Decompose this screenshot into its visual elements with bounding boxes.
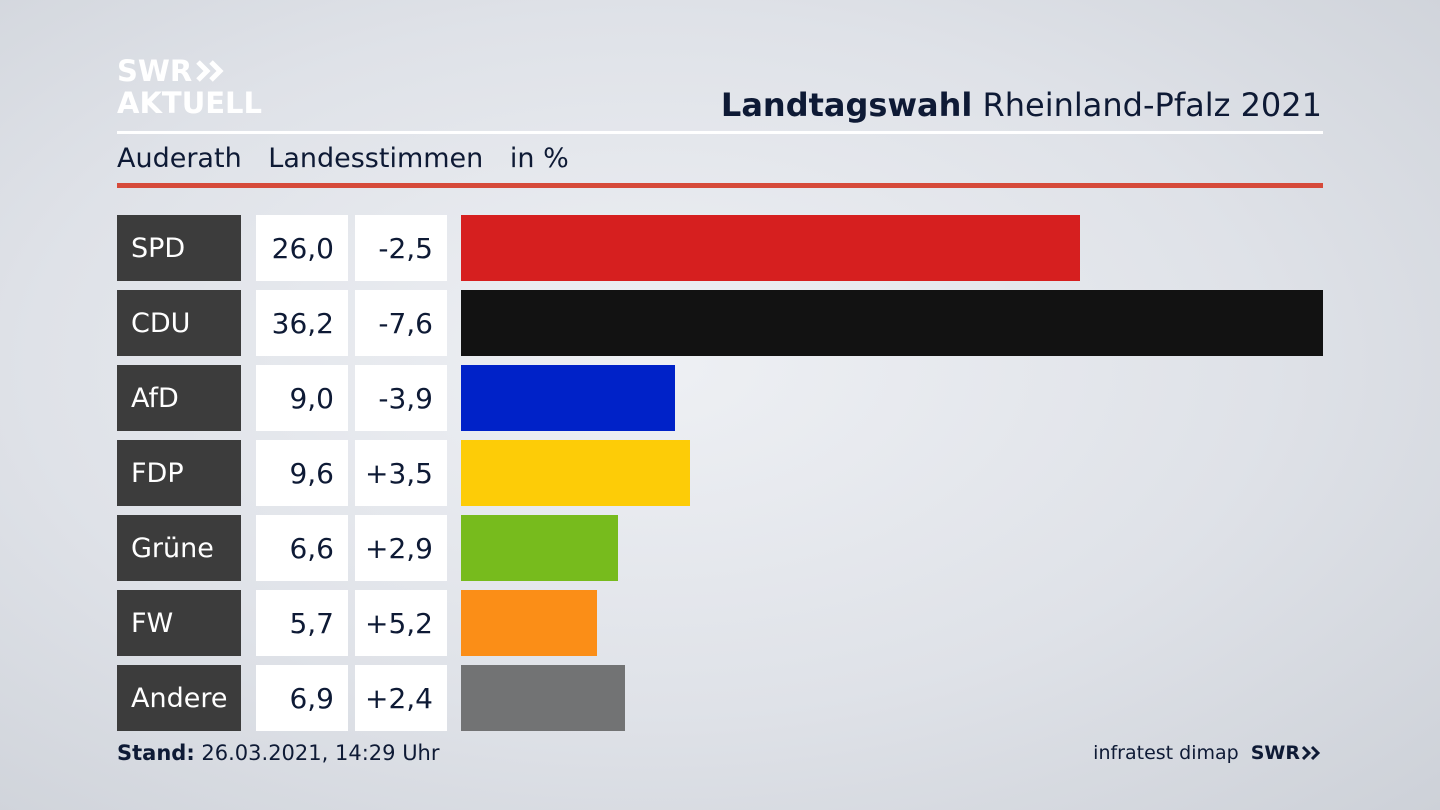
- source-credit: infratest dimap SWR: [1093, 742, 1322, 764]
- change-label: +2,4: [355, 665, 447, 731]
- change-label: -2,5: [355, 215, 447, 281]
- bar: [461, 215, 1080, 281]
- double-chevron-icon: [1302, 745, 1321, 761]
- logo-line2: AKTUELL: [117, 86, 263, 120]
- bar: [461, 365, 675, 431]
- vote-share-label: 26,0: [256, 215, 348, 281]
- stand-label: Stand:: [117, 741, 195, 765]
- swr-aktuell-logo: SWR AKTUELL: [117, 56, 262, 118]
- bar: [461, 515, 618, 581]
- bar: [461, 590, 597, 656]
- change-label: +5,2: [355, 590, 447, 656]
- party-label: Andere: [117, 665, 241, 731]
- change-label: -3,9: [355, 365, 447, 431]
- vote-type-label: Landesstimmen: [268, 143, 484, 174]
- bar: [461, 665, 625, 731]
- party-label: CDU: [117, 290, 241, 356]
- change-label: +2,9: [355, 515, 447, 581]
- double-chevron-icon: [196, 60, 224, 82]
- source-label: infratest dimap: [1093, 742, 1239, 764]
- vote-share-label: 6,6: [256, 515, 348, 581]
- party-label: AfD: [117, 365, 241, 431]
- change-label: +3,5: [355, 440, 447, 506]
- party-label: SPD: [117, 215, 241, 281]
- change-label: -7,6: [355, 290, 447, 356]
- location-label: Auderath: [117, 143, 242, 174]
- footer-brand-text: SWR: [1250, 742, 1300, 764]
- vote-share-label: 5,7: [256, 590, 348, 656]
- vote-share-label: 36,2: [256, 290, 348, 356]
- subtitle: Auderath Landesstimmen in %: [117, 143, 587, 174]
- party-label: FDP: [117, 440, 241, 506]
- vote-share-label: 9,0: [256, 365, 348, 431]
- vote-share-label: 9,6: [256, 440, 348, 506]
- party-label: Grüne: [117, 515, 241, 581]
- stand-value: 26.03.2021, 14:29 Uhr: [201, 741, 440, 765]
- title-rest: Rheinland-Pfalz 2021: [982, 86, 1322, 124]
- vote-share-label: 6,9: [256, 665, 348, 731]
- header-divider: [117, 131, 1323, 134]
- accent-divider: [117, 183, 1323, 188]
- party-label: FW: [117, 590, 241, 656]
- footer-brand: SWR: [1251, 742, 1322, 764]
- title-bold: Landtagswahl: [720, 86, 973, 124]
- chart-title: Landtagswahl Rheinland-Pfalz 2021: [721, 86, 1322, 124]
- bar: [461, 290, 1323, 356]
- bar: [461, 440, 690, 506]
- unit-label: in %: [509, 143, 569, 174]
- timestamp: Stand: 26.03.2021, 14:29 Uhr: [117, 741, 440, 765]
- logo-line1: SWR: [117, 53, 193, 88]
